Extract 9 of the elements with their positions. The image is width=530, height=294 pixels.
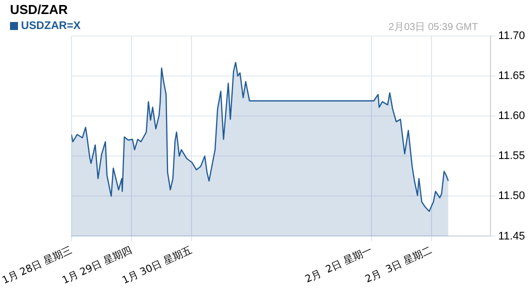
y-tick-label: 11.60 [498,110,526,122]
text: 2月03日 05:39 GMT [388,22,478,33]
y-tick-label: 11.65 [498,70,526,82]
y-tick-label: 11.45 [498,230,526,242]
y-tick-label: 11.70 [498,30,526,42]
y-tick-label: 11.55 [498,150,526,162]
chart-title: USD/ZAR [10,2,68,17]
y-tick-label: 11.50 [498,190,526,202]
legend-label: USDZAR=X [21,20,81,32]
